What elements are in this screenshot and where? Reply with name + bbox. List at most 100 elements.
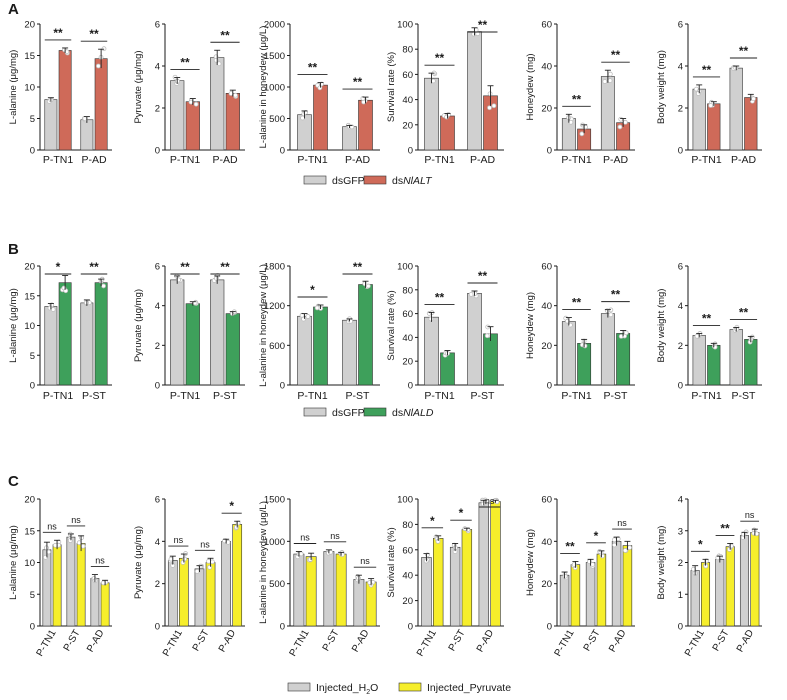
data-point: [314, 305, 320, 311]
y-tick-label: 20: [541, 579, 552, 590]
category-label: P-TN1: [161, 628, 185, 659]
category-label: P-TN1: [297, 154, 327, 166]
data-point: [623, 330, 629, 336]
y-tick-label: 60: [402, 309, 413, 320]
data-point: [300, 115, 305, 121]
bar: [293, 553, 305, 627]
significance-label: ns: [71, 515, 81, 525]
significance-label: *: [56, 260, 61, 274]
legend-label: dsNlALT: [392, 175, 433, 187]
data-point: [708, 103, 714, 108]
data-point: [307, 557, 313, 562]
data-point: [462, 526, 468, 532]
y-tick-label: 20: [541, 104, 552, 115]
significance-label: *: [594, 529, 599, 543]
category-label: P-ST: [582, 628, 603, 653]
significance-label: **: [180, 260, 190, 274]
bar: [729, 67, 743, 151]
data-point: [627, 545, 633, 551]
category-label: P-ST: [732, 390, 757, 402]
category-label: P-TN1: [297, 390, 327, 402]
significance-label: ns: [617, 518, 627, 528]
bar: [449, 546, 461, 627]
data-point: [365, 283, 371, 289]
category-label: P-TN1: [170, 154, 200, 166]
category-label: P-AD: [475, 628, 496, 654]
bar: [577, 343, 592, 386]
y-tick-label: 6: [155, 495, 160, 506]
y-tick-label: 2: [155, 341, 160, 352]
data-point: [207, 564, 213, 570]
significance-label: **: [478, 18, 488, 32]
bar: [750, 532, 760, 627]
category-label: P-TN1: [170, 390, 200, 402]
y-tick-label: 0: [408, 622, 413, 633]
significance-label: ns: [174, 535, 184, 545]
significance-label: **: [435, 51, 445, 65]
y-tick-label: 500: [269, 114, 285, 125]
significance-label: **: [478, 269, 488, 283]
y-tick-label: 15: [24, 51, 35, 62]
category-label: P-ST: [447, 628, 468, 653]
bar: [80, 119, 94, 151]
panel-label-A: A: [8, 1, 19, 18]
category-label: P-AD: [217, 628, 238, 654]
category-label: P-TN1: [683, 628, 707, 659]
data-point: [305, 314, 311, 319]
bar: [365, 581, 377, 627]
data-point: [428, 316, 434, 322]
significance-label: **: [89, 260, 99, 274]
data-point: [298, 551, 304, 557]
legend-swatch: [398, 682, 422, 692]
category-label: P-AD: [470, 154, 496, 166]
y-tick-label: 20: [24, 20, 35, 31]
significance-label: **: [572, 296, 582, 310]
bar: [80, 302, 94, 386]
bar: [725, 546, 735, 627]
significance-label: ns: [47, 521, 57, 531]
legend-label: dsGFP: [332, 175, 365, 187]
y-tick-label: 2000: [264, 20, 285, 31]
category-label: P-TN1: [424, 154, 454, 166]
chart-A-5: 0 20 40 60 Honeydew (mg) ** P-TN1 ** P-AD: [525, 20, 635, 166]
bar: [490, 501, 501, 627]
y-tick-label: 0: [155, 146, 160, 157]
data-point: [617, 124, 623, 130]
category-label: P-ST: [711, 628, 732, 653]
chart-C-1: 0 5 10 15 20 L-alanine (μg/mg) ns P-TN1 ns P-ST ns…: [8, 495, 112, 659]
bar: [225, 93, 240, 151]
y-tick-label: 0: [280, 146, 285, 157]
y-tick-label: 1000: [264, 83, 285, 94]
bar: [596, 553, 607, 627]
y-tick-label: 10: [24, 83, 35, 94]
bar: [167, 560, 178, 627]
data-point: [618, 116, 624, 122]
bar: [570, 564, 581, 627]
bar: [424, 316, 439, 386]
y-tick-label: 0: [280, 622, 285, 633]
data-point: [362, 281, 368, 287]
data-point: [567, 322, 573, 328]
y-tick-label: 20: [541, 341, 552, 352]
bar: [323, 551, 335, 627]
bar: [210, 57, 225, 151]
significance-label: *: [229, 499, 234, 513]
panel-label-C: C: [8, 473, 19, 490]
legend-swatch: [303, 175, 327, 185]
y-tick-label: 60: [402, 70, 413, 81]
y-tick-label: 6: [678, 262, 683, 273]
bar: [467, 293, 482, 386]
significance-label: **: [611, 288, 621, 302]
y-axis-label: L-alanine (μg/mg): [8, 50, 19, 125]
legend-label: dsNlALD: [392, 407, 434, 419]
y-tick-label: 40: [402, 333, 413, 344]
significance-label: **: [720, 521, 730, 535]
y-tick-label: 2: [155, 104, 160, 115]
y-tick-label: 40: [541, 62, 552, 73]
y-tick-label: 2: [678, 104, 683, 115]
y-axis-label: Body weight (mg): [656, 526, 667, 600]
bar: [692, 88, 706, 151]
bar: [185, 101, 200, 151]
y-tick-label: 1: [678, 590, 683, 601]
